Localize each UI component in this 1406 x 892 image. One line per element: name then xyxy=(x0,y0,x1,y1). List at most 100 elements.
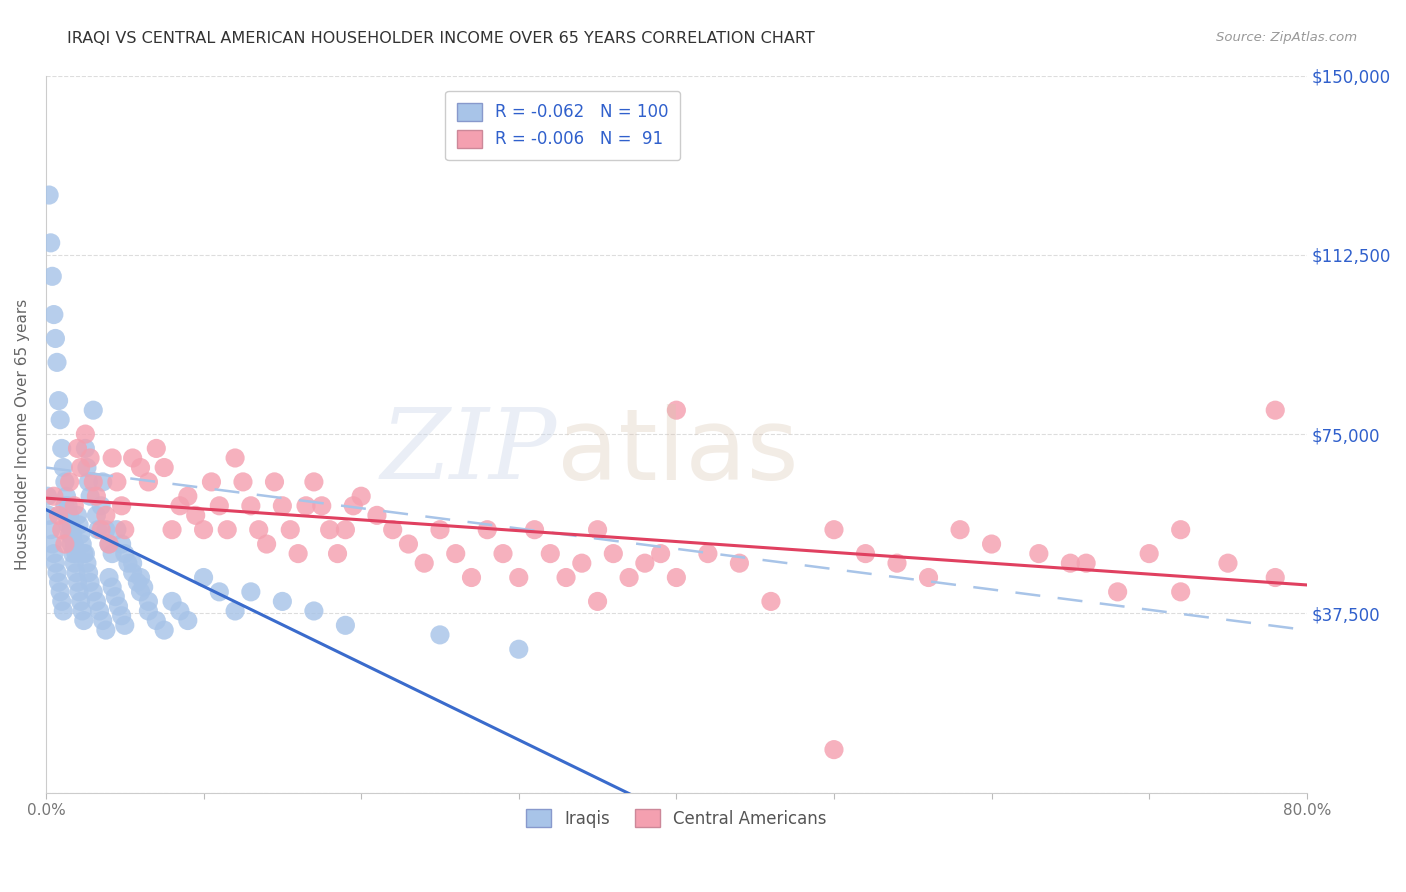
Point xyxy=(91,475,114,489)
Point xyxy=(121,450,143,465)
Point xyxy=(59,508,82,523)
Point xyxy=(105,523,128,537)
Point xyxy=(295,499,318,513)
Point xyxy=(41,269,63,284)
Point xyxy=(79,489,101,503)
Point xyxy=(52,460,75,475)
Point xyxy=(37,489,59,503)
Point xyxy=(70,604,93,618)
Point xyxy=(63,556,86,570)
Point xyxy=(132,580,155,594)
Point xyxy=(302,475,325,489)
Point xyxy=(114,547,136,561)
Point xyxy=(60,537,83,551)
Point xyxy=(75,427,97,442)
Point xyxy=(160,523,183,537)
Point xyxy=(555,570,578,584)
Point xyxy=(287,547,309,561)
Point xyxy=(87,523,110,537)
Point xyxy=(105,475,128,489)
Point xyxy=(538,547,561,561)
Point xyxy=(59,527,82,541)
Point xyxy=(48,575,70,590)
Point xyxy=(114,523,136,537)
Point xyxy=(508,570,530,584)
Point xyxy=(94,523,117,537)
Point xyxy=(169,499,191,513)
Point xyxy=(145,442,167,456)
Point xyxy=(42,489,65,503)
Point xyxy=(94,623,117,637)
Point xyxy=(65,566,87,580)
Point xyxy=(86,508,108,523)
Point xyxy=(51,523,73,537)
Point xyxy=(169,604,191,618)
Point xyxy=(49,585,72,599)
Point xyxy=(89,604,111,618)
Point xyxy=(271,499,294,513)
Point xyxy=(66,575,89,590)
Point xyxy=(224,604,246,618)
Point xyxy=(224,450,246,465)
Point xyxy=(247,523,270,537)
Point xyxy=(63,499,86,513)
Point xyxy=(77,566,100,580)
Point xyxy=(65,547,87,561)
Point xyxy=(39,523,62,537)
Point xyxy=(111,608,134,623)
Point xyxy=(980,537,1002,551)
Point xyxy=(117,556,139,570)
Point xyxy=(239,499,262,513)
Point xyxy=(38,188,60,202)
Point xyxy=(138,594,160,608)
Point xyxy=(728,556,751,570)
Point xyxy=(76,556,98,570)
Point xyxy=(69,527,91,541)
Point xyxy=(127,575,149,590)
Point xyxy=(444,547,467,561)
Point xyxy=(42,547,65,561)
Point xyxy=(67,517,90,532)
Point xyxy=(82,475,104,489)
Point xyxy=(350,489,373,503)
Point xyxy=(200,475,222,489)
Point xyxy=(67,585,90,599)
Point xyxy=(1264,570,1286,584)
Point xyxy=(413,556,436,570)
Point xyxy=(66,508,89,523)
Point xyxy=(477,523,499,537)
Point xyxy=(129,460,152,475)
Point xyxy=(239,585,262,599)
Point xyxy=(104,590,127,604)
Point xyxy=(44,556,66,570)
Point xyxy=(39,235,62,250)
Point xyxy=(429,628,451,642)
Point xyxy=(114,618,136,632)
Point xyxy=(1137,547,1160,561)
Point xyxy=(232,475,254,489)
Point xyxy=(55,489,77,503)
Point xyxy=(98,537,121,551)
Text: ZIP: ZIP xyxy=(381,404,557,500)
Point xyxy=(508,642,530,657)
Point xyxy=(91,614,114,628)
Point xyxy=(571,556,593,570)
Point xyxy=(271,594,294,608)
Point xyxy=(62,547,84,561)
Point xyxy=(41,537,63,551)
Point xyxy=(86,489,108,503)
Point xyxy=(60,517,83,532)
Point xyxy=(311,499,333,513)
Point xyxy=(69,460,91,475)
Point xyxy=(73,614,96,628)
Point xyxy=(42,308,65,322)
Point xyxy=(90,523,112,537)
Point xyxy=(160,594,183,608)
Point xyxy=(101,450,124,465)
Point xyxy=(69,594,91,608)
Point xyxy=(73,547,96,561)
Point xyxy=(256,537,278,551)
Point xyxy=(326,547,349,561)
Point xyxy=(129,585,152,599)
Point xyxy=(82,403,104,417)
